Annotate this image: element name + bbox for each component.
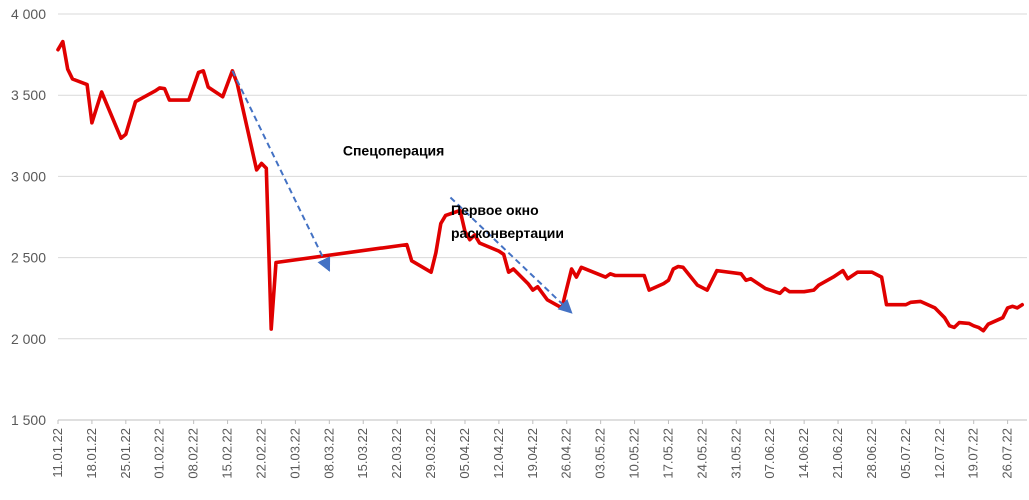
x-tick-label: 01.02.22 <box>152 428 167 479</box>
x-tick-label: 14.06.22 <box>796 428 811 479</box>
x-tick-label: 15.03.22 <box>355 428 370 479</box>
x-tick-label: 31.05.22 <box>728 428 743 479</box>
y-tick-label: 2 500 <box>11 250 46 266</box>
x-tick-label: 12.04.22 <box>491 428 506 479</box>
annotations: Спецоперация Первое окно расконвертации <box>231 70 573 314</box>
y-tick-label: 1 500 <box>11 412 46 428</box>
x-tick-label: 03.05.22 <box>593 428 608 479</box>
x-tick-label: 05.04.22 <box>457 428 472 479</box>
x-tick-label: 22.03.22 <box>389 428 404 479</box>
annotation-label: Первое окно расконвертации <box>451 202 564 241</box>
x-tick-label: 08.02.22 <box>186 428 201 479</box>
x-tick-label: 15.02.22 <box>220 428 235 479</box>
y-tick-label: 2 000 <box>11 331 46 347</box>
trend-arrow <box>449 196 573 314</box>
x-tick-label: 25.01.22 <box>118 428 133 479</box>
x-tick-label: 26.07.22 <box>1000 428 1015 479</box>
x-tick-label: 08.03.22 <box>321 428 336 479</box>
x-tick-label: 19.07.22 <box>966 428 981 479</box>
x-tick-label: 11.01.22 <box>50 428 65 478</box>
y-tick-label: 3 000 <box>11 168 46 184</box>
x-tick-label: 01.03.22 <box>287 428 302 479</box>
x-tick-label: 17.05.22 <box>660 428 675 479</box>
y-axis-tick-labels: 1 500 2 000 2 500 3 000 3 500 4 000 <box>11 6 46 428</box>
x-tick-label: 22.02.22 <box>253 428 268 479</box>
y-tick-label: 4 000 <box>11 6 46 22</box>
axes <box>57 419 1027 424</box>
y-tick-label: 3 500 <box>11 87 46 103</box>
x-tick-label: 28.06.22 <box>864 428 879 479</box>
x-tick-label: 07.06.22 <box>762 428 777 479</box>
x-tick-label: 24.05.22 <box>694 428 709 479</box>
x-tick-label: 19.04.22 <box>525 428 540 479</box>
x-tick-label: 26.04.22 <box>559 428 574 479</box>
x-tick-label: 29.03.22 <box>423 428 438 479</box>
series-line <box>56 39 1024 333</box>
trend-arrow <box>231 70 331 272</box>
x-tick-label: 05.07.22 <box>898 428 913 479</box>
x-tick-label: 21.06.22 <box>830 428 845 479</box>
gridlines <box>58 13 1027 340</box>
x-tick-label: 12.07.22 <box>932 428 947 479</box>
x-tick-label: 10.05.22 <box>627 428 642 479</box>
annotation-label: Спецоперация <box>343 143 444 159</box>
x-tick-label: 18.01.22 <box>84 428 99 479</box>
series <box>56 39 1024 333</box>
x-axis-tick-labels: 11.01.22 18.01.22 25.01.22 01.02.22 08.02.22… <box>50 428 1015 479</box>
